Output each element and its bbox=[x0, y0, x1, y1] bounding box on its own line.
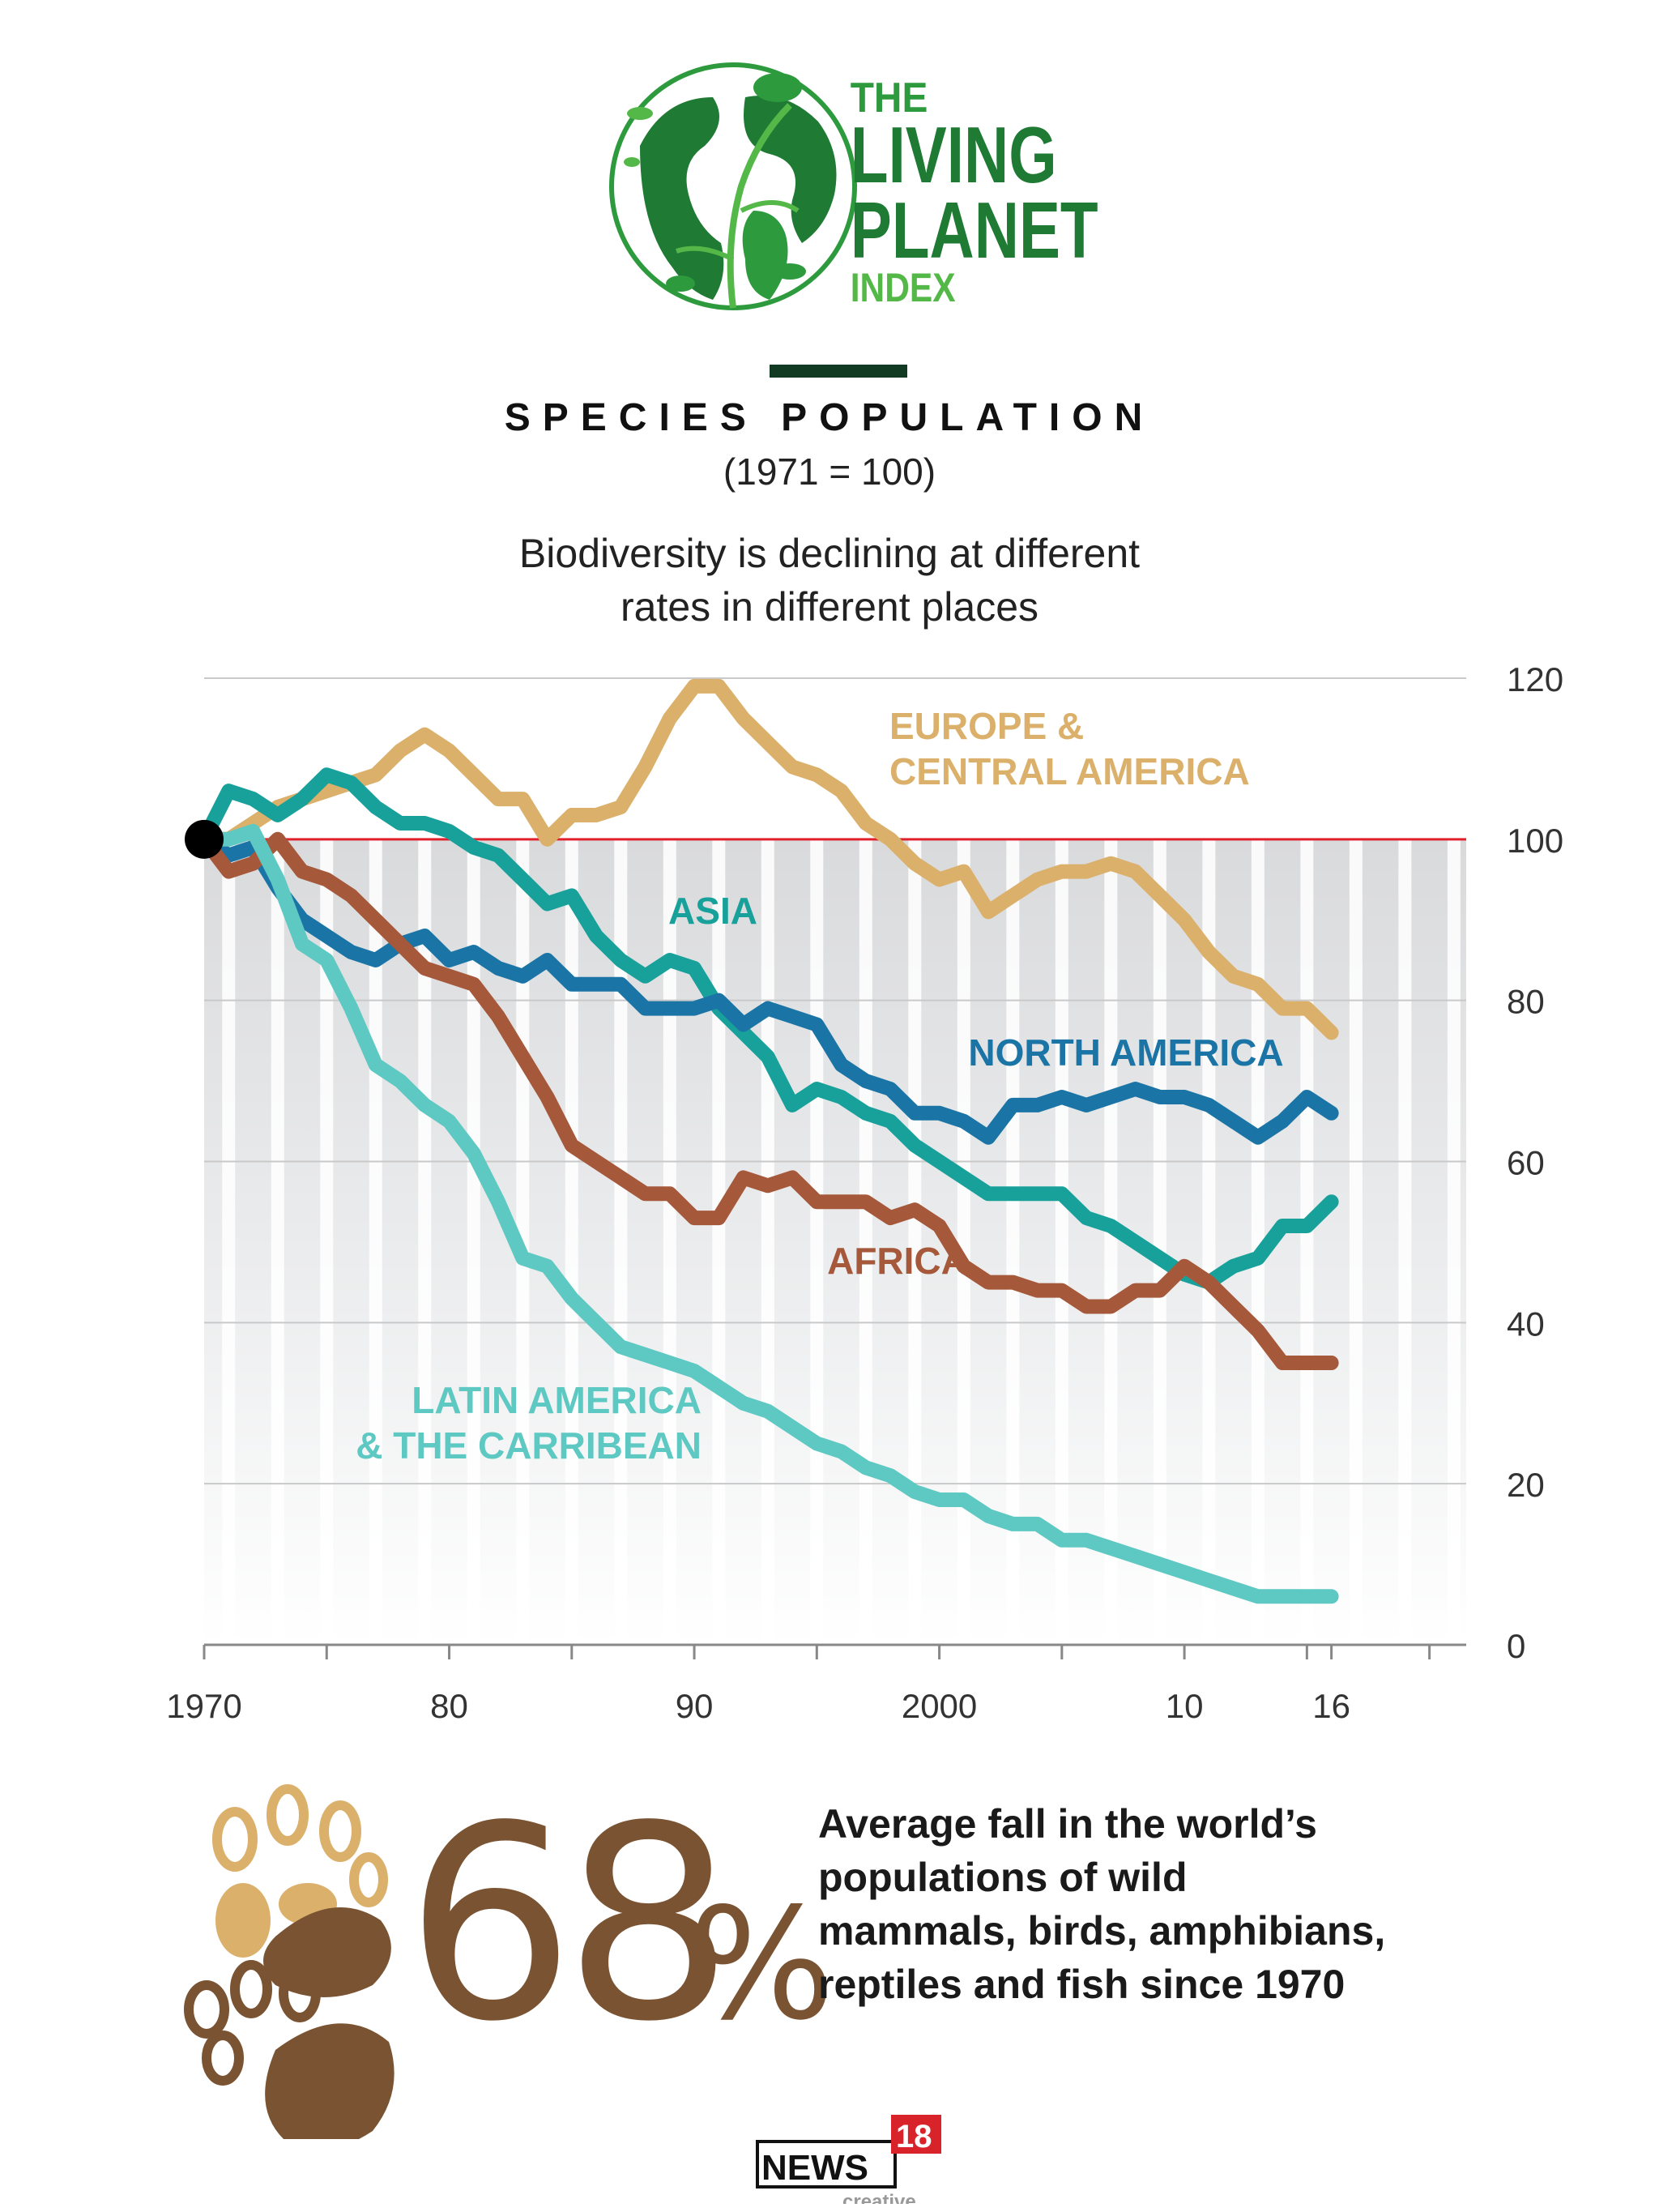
stat-number: 68 bbox=[405, 1769, 734, 2080]
x-tick-label: 16 bbox=[1312, 1687, 1350, 1725]
logo-line-living: LIVING bbox=[851, 110, 1057, 199]
series-label: AFRICA bbox=[827, 1240, 968, 1282]
year-stripe bbox=[1349, 839, 1363, 1645]
stat-text-line: Average fall in the world’s bbox=[818, 1801, 1317, 1847]
stat-percent-sign: % bbox=[689, 1875, 835, 2054]
y-tick-label: 0 bbox=[1507, 1627, 1525, 1665]
series-label: LATIN AMERICA bbox=[412, 1379, 702, 1421]
brand-number: 18 bbox=[896, 2119, 932, 2154]
year-stripe bbox=[761, 839, 774, 1645]
y-tick-label: 40 bbox=[1507, 1305, 1545, 1343]
year-stripe bbox=[614, 839, 628, 1645]
living-planet-index-logo: THE LIVING PLANET INDEX bbox=[609, 62, 1098, 310]
series-label: EUROPE & bbox=[889, 705, 1084, 747]
year-stripe bbox=[222, 839, 236, 1645]
x-tick-label: 80 bbox=[430, 1687, 468, 1725]
x-tick-label: 90 bbox=[676, 1687, 714, 1725]
year-stripe bbox=[1251, 839, 1265, 1645]
year-stripe bbox=[1398, 839, 1412, 1645]
stat-text-line: mammals, birds, amphibians, bbox=[818, 1908, 1386, 1954]
series-label: NORTH AMERICA bbox=[968, 1031, 1283, 1074]
series-line-europe-central-america bbox=[197, 678, 1339, 1040]
description-line: Biodiversity is declining at different bbox=[518, 531, 1141, 576]
news18-logo: NEWS 18 creative bbox=[756, 2115, 941, 2204]
news-box bbox=[756, 2140, 897, 2189]
stat-description: Average fall in the world’s populations … bbox=[818, 1797, 1547, 2011]
paw-print-icon bbox=[184, 1960, 394, 2139]
species-population-chart: 0 20 40 60 80 100 120 1970 80 90 2000 10 16 EUROPE &… bbox=[166, 660, 1563, 1725]
year-stripe bbox=[320, 839, 334, 1645]
chart-description: Biodiversity is declining at different r… bbox=[0, 527, 1659, 634]
start-point-marker bbox=[185, 819, 224, 859]
year-stripe bbox=[467, 839, 480, 1645]
y-tick-label: 20 bbox=[1507, 1466, 1545, 1504]
y-tick-label: 60 bbox=[1507, 1144, 1545, 1182]
year-stripe bbox=[565, 839, 578, 1645]
year-stripe bbox=[663, 839, 676, 1645]
brand-sub: creative bbox=[842, 2191, 916, 2204]
logo-line-planet: PLANET bbox=[851, 186, 1098, 275]
year-stripe bbox=[1153, 839, 1166, 1645]
y-tick-label: 120 bbox=[1507, 660, 1563, 698]
series-label: CENTRAL AMERICA bbox=[889, 750, 1250, 792]
stat-text-line: populations of wild bbox=[818, 1855, 1188, 1900]
year-stripe bbox=[271, 839, 284, 1645]
logo-line-index: INDEX bbox=[851, 265, 956, 310]
brand-name: NEWS bbox=[761, 2148, 868, 2188]
y-tick-label: 100 bbox=[1507, 822, 1563, 860]
brand-number-box bbox=[891, 2115, 941, 2154]
year-stripe bbox=[1055, 839, 1068, 1645]
year-stripe bbox=[712, 839, 726, 1645]
logo-line-the: THE bbox=[851, 74, 928, 121]
year-stripe bbox=[859, 839, 872, 1645]
title-accent-bar bbox=[770, 365, 907, 378]
series-label: & THE CARRIBEAN bbox=[356, 1424, 702, 1467]
stat-text-line: reptiles and fish since 1970 bbox=[818, 1962, 1346, 2007]
year-stripe bbox=[957, 839, 970, 1645]
series-line-africa bbox=[197, 831, 1339, 1370]
series-line-north-america bbox=[197, 831, 1339, 1145]
year-stripe bbox=[1447, 839, 1461, 1645]
series-line-asia bbox=[197, 767, 1339, 1290]
chart-subtitle: (1971 = 100) bbox=[723, 451, 936, 493]
y-tick-label: 80 bbox=[1507, 983, 1545, 1021]
globe-icon bbox=[609, 62, 857, 310]
x-tick-label: 2000 bbox=[902, 1687, 977, 1725]
year-stripe bbox=[418, 839, 432, 1645]
series-label: ASIA bbox=[668, 890, 757, 932]
description-line: rates in different places bbox=[620, 584, 1039, 630]
chart-title: SPECIES POPULATION bbox=[504, 396, 1155, 439]
x-tick-label: 1970 bbox=[166, 1687, 241, 1725]
year-stripe bbox=[810, 839, 824, 1645]
paw-prints-illustration bbox=[184, 1784, 394, 2139]
year-stripe bbox=[1300, 839, 1314, 1645]
year-stripe bbox=[1104, 839, 1118, 1645]
year-stripe bbox=[908, 839, 922, 1645]
year-stripe bbox=[1006, 839, 1020, 1645]
year-stripe bbox=[1202, 839, 1216, 1645]
series-line-latin-america-the-carribean bbox=[197, 823, 1339, 1604]
x-tick-label: 10 bbox=[1166, 1687, 1204, 1725]
